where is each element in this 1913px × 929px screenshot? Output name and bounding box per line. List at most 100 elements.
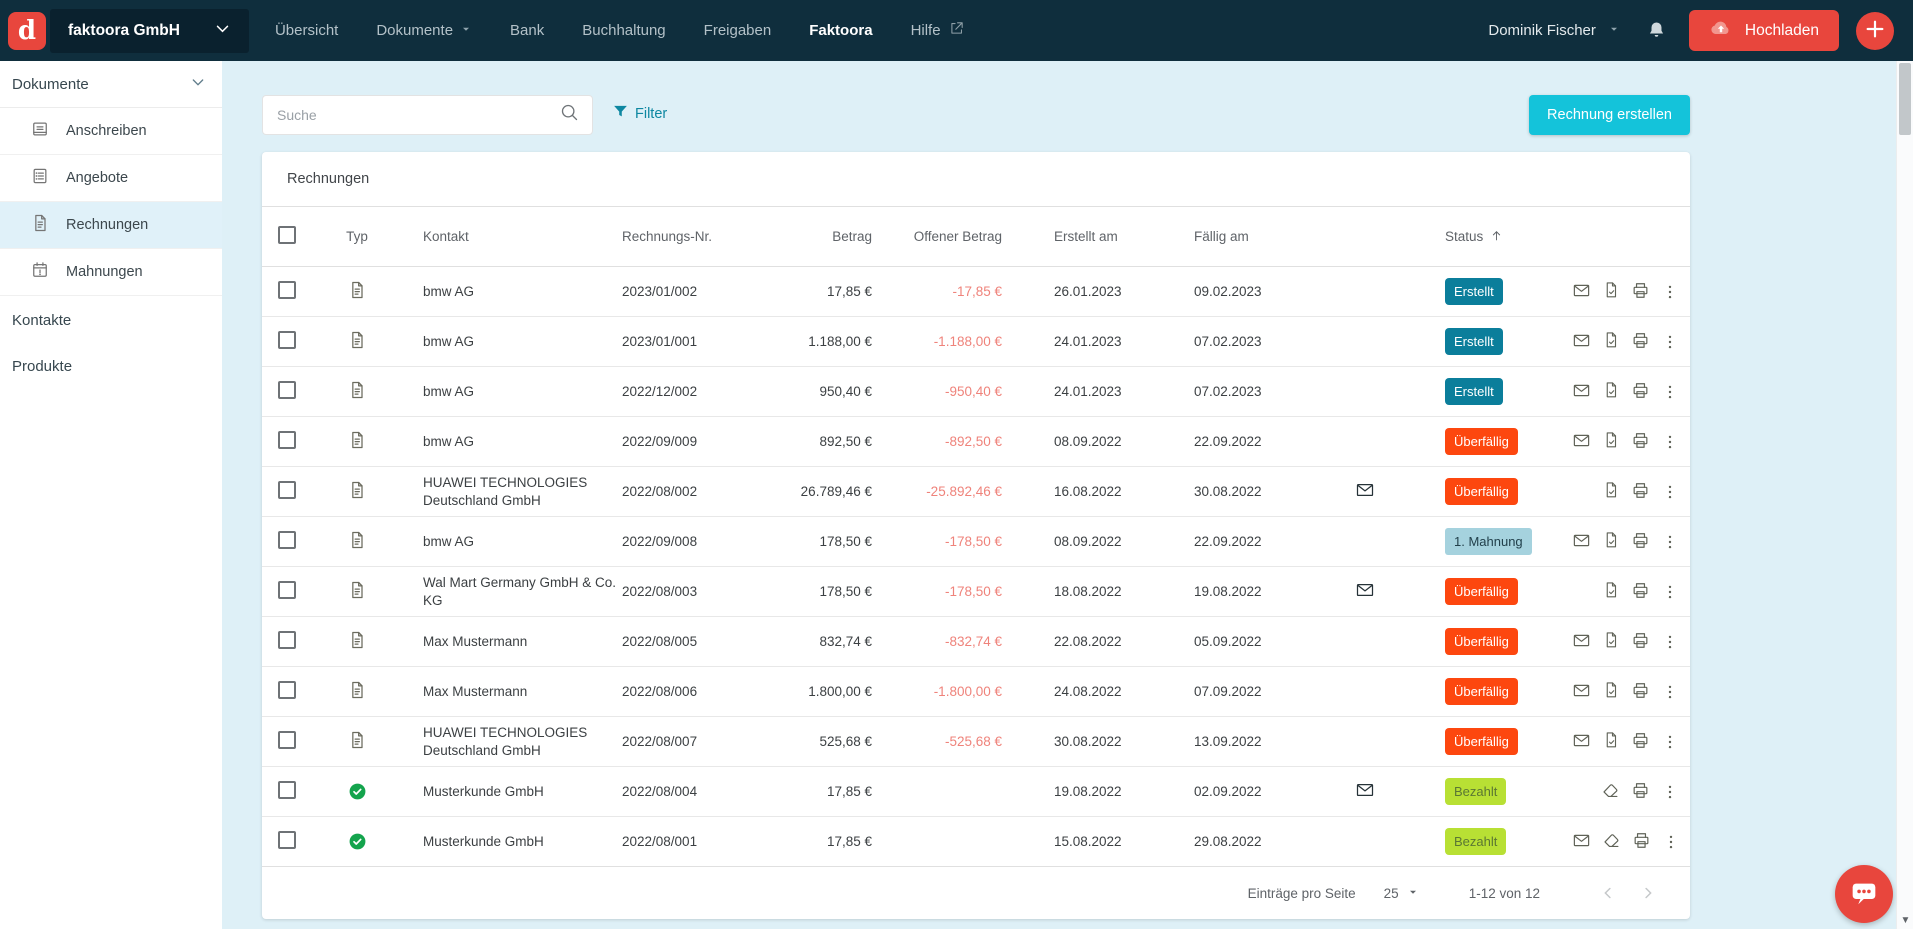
sidebar-section-dokumente[interactable]: Dokumente (0, 61, 222, 107)
per-page-select[interactable]: 25 (1384, 886, 1419, 901)
sidebar-item-rechnungen[interactable]: Rechnungen (0, 202, 222, 249)
table-row[interactable]: Musterkunde GmbH 2022/08/004 17,85 € 19.08.… (262, 767, 1690, 817)
mail-icon[interactable] (1572, 281, 1591, 303)
page-scrollbar[interactable]: ▼ (1896, 61, 1913, 929)
more-icon[interactable] (1661, 383, 1679, 401)
table-row[interactable]: Wal Mart Germany GmbH & Co. KG 2022/08/00… (262, 567, 1690, 617)
table-row[interactable]: Max Mustermann 2022/08/005 832,74 € -832,74… (262, 617, 1690, 667)
row-checkbox[interactable] (278, 631, 296, 649)
nav-item-freigaben[interactable]: Freigaben (704, 22, 772, 39)
file-check-icon[interactable] (1602, 681, 1620, 702)
row-checkbox[interactable] (278, 831, 296, 849)
prev-page-button[interactable] (1588, 884, 1628, 902)
search-input[interactable] (263, 107, 559, 123)
mail-icon[interactable] (1572, 381, 1591, 403)
mail-icon[interactable] (1572, 331, 1591, 353)
more-icon[interactable] (1661, 483, 1679, 501)
company-selector[interactable]: faktoora GmbH (50, 8, 249, 53)
eraser-icon[interactable] (1602, 831, 1621, 853)
table-row[interactable]: bmw AG 2022/09/009 892,50 € -892,50 € 08.09.… (262, 417, 1690, 467)
printer-icon[interactable] (1631, 531, 1650, 553)
sidebar-item-anschreiben[interactable]: Anschreiben (0, 108, 222, 155)
row-checkbox[interactable] (278, 681, 296, 699)
file-check-icon[interactable] (1602, 331, 1620, 352)
filter-button[interactable]: Filter (612, 103, 667, 124)
more-icon[interactable] (1661, 683, 1679, 701)
sidebar-link-produkte[interactable]: Produkte (12, 357, 73, 375)
file-check-icon[interactable] (1602, 281, 1620, 302)
mail-icon[interactable] (1572, 431, 1591, 453)
table-row[interactable]: bmw AG 2023/01/001 1.188,00 € -1.188,00 € 24… (262, 317, 1690, 367)
printer-icon[interactable] (1631, 431, 1650, 453)
printer-icon[interactable] (1631, 781, 1650, 803)
printer-icon[interactable] (1631, 331, 1650, 353)
mail-icon[interactable] (1572, 631, 1591, 653)
mail-icon[interactable] (1572, 681, 1591, 703)
col-status-sort[interactable]: Status (1402, 228, 1572, 246)
row-checkbox[interactable] (278, 531, 296, 549)
table-row[interactable]: HUAWEI TECHNOLOGIES Deutschland GmbH 2022… (262, 717, 1690, 767)
file-check-icon[interactable] (1602, 431, 1620, 452)
nav-item-buchhaltung[interactable]: Buchhaltung (582, 22, 665, 39)
nav-item-bank[interactable]: Bank (510, 22, 544, 39)
printer-icon[interactable] (1631, 631, 1650, 653)
more-icon[interactable] (1661, 283, 1679, 301)
more-icon[interactable] (1661, 733, 1679, 751)
table-row[interactable]: Musterkunde GmbH 2022/08/001 17,85 € 15.08.… (262, 817, 1690, 867)
more-icon[interactable] (1661, 433, 1679, 451)
select-all-checkbox[interactable] (278, 226, 296, 244)
sidebar-item-mahnungen[interactable]: Mahnungen (0, 249, 222, 296)
file-check-icon[interactable] (1602, 531, 1620, 552)
file-check-icon[interactable] (1602, 481, 1620, 502)
row-checkbox[interactable] (278, 281, 296, 299)
file-check-icon[interactable] (1602, 731, 1620, 752)
sidebar-item-angebote[interactable]: Angebote (0, 155, 222, 202)
row-checkbox[interactable] (278, 381, 296, 399)
row-checkbox[interactable] (278, 481, 296, 499)
scrollbar-thumb[interactable] (1899, 63, 1911, 135)
user-menu[interactable]: Dominik Fischer (1488, 22, 1620, 39)
search-icon[interactable] (559, 102, 580, 128)
printer-icon[interactable] (1631, 281, 1650, 303)
next-page-button[interactable] (1628, 884, 1668, 902)
printer-icon[interactable] (1631, 381, 1650, 403)
mail-icon[interactable] (1572, 731, 1591, 753)
more-icon[interactable] (1661, 333, 1679, 351)
file-check-icon[interactable] (1602, 581, 1620, 602)
table-row[interactable]: bmw AG 2022/09/008 178,50 € -178,50 € 08.09.… (262, 517, 1690, 567)
more-icon[interactable] (1661, 533, 1679, 551)
more-icon[interactable] (1661, 633, 1679, 651)
more-icon[interactable] (1661, 783, 1679, 801)
table-row[interactable]: Max Mustermann 2022/08/006 1.800,00 € -1.80… (262, 667, 1690, 717)
printer-icon[interactable] (1631, 481, 1650, 503)
chat-button[interactable] (1835, 865, 1893, 923)
row-checkbox[interactable] (278, 731, 296, 749)
add-button[interactable] (1856, 11, 1894, 50)
mail-icon[interactable] (1572, 831, 1591, 853)
nav-item-dokumente[interactable]: Dokumente (376, 22, 472, 39)
printer-icon[interactable] (1632, 831, 1651, 853)
table-row[interactable]: HUAWEI TECHNOLOGIES Deutschland GmbH 2022… (262, 467, 1690, 517)
create-invoice-button[interactable]: Rechnung erstellen (1529, 95, 1690, 135)
row-checkbox[interactable] (278, 581, 296, 599)
eraser-icon[interactable] (1601, 781, 1620, 803)
more-icon[interactable] (1661, 583, 1679, 601)
printer-icon[interactable] (1631, 731, 1650, 753)
printer-icon[interactable] (1631, 581, 1650, 603)
mail-icon[interactable] (1572, 531, 1591, 553)
bell-icon[interactable] (1646, 20, 1667, 41)
nav-item-hilfe[interactable]: Hilfe (911, 20, 965, 41)
nav-item--bersicht[interactable]: Übersicht (275, 22, 338, 39)
row-checkbox[interactable] (278, 431, 296, 449)
row-checkbox[interactable] (278, 331, 296, 349)
row-checkbox[interactable] (278, 781, 296, 799)
scrollbar-down-arrow[interactable]: ▼ (1900, 914, 1911, 926)
more-icon[interactable] (1662, 833, 1680, 851)
file-check-icon[interactable] (1602, 631, 1620, 652)
table-row[interactable]: bmw AG 2023/01/002 17,85 € -17,85 € 26.01.20… (262, 267, 1690, 317)
sidebar-link-kontakte[interactable]: Kontakte (12, 311, 72, 329)
printer-icon[interactable] (1631, 681, 1650, 703)
table-row[interactable]: bmw AG 2022/12/002 950,40 € -950,40 € 24.01.… (262, 367, 1690, 417)
nav-item-faktoora[interactable]: Faktoora (809, 22, 872, 39)
upload-button[interactable]: Hochladen (1688, 10, 1839, 51)
